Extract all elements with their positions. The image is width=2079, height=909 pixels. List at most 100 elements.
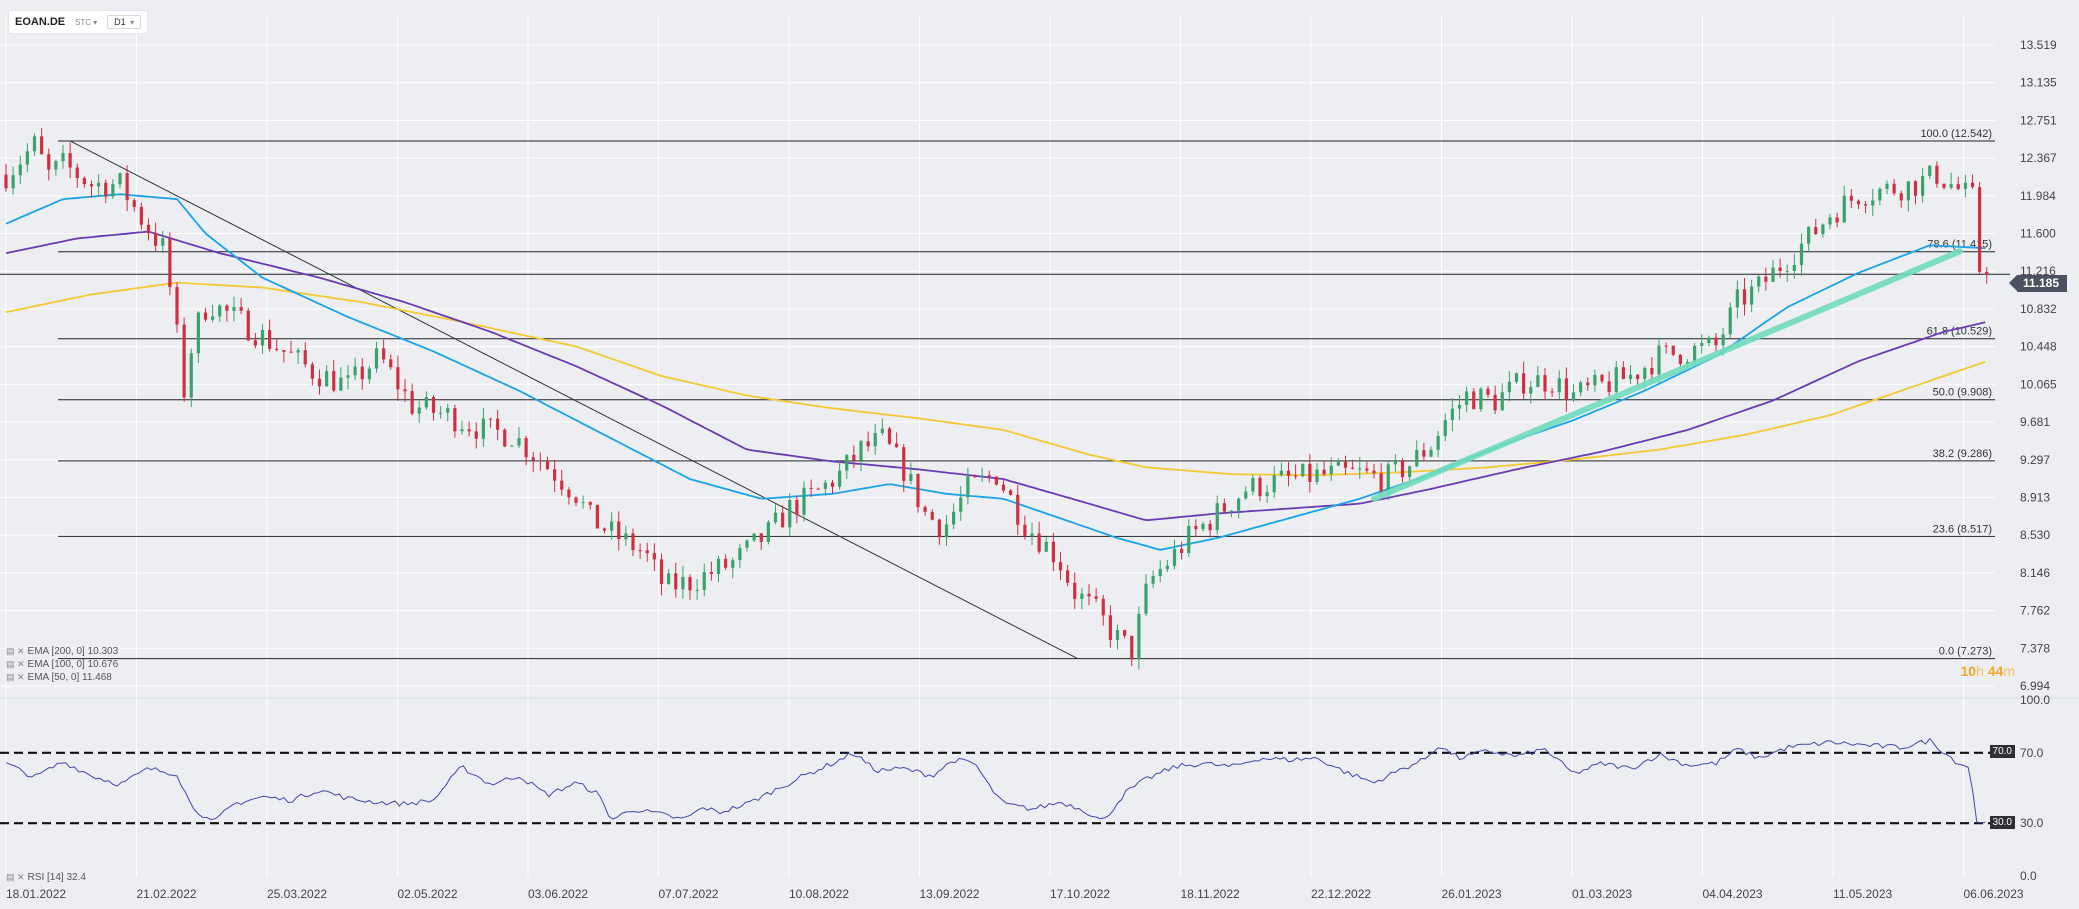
candle-body xyxy=(788,500,792,528)
candle-body xyxy=(1593,374,1597,386)
price-tick-label: 9.297 xyxy=(2020,453,2050,467)
candle-body xyxy=(1921,176,1925,196)
candle-body xyxy=(353,366,357,376)
candle-body xyxy=(1685,361,1690,364)
symbol-label[interactable]: EOAN.DE xyxy=(15,16,66,28)
candle-body xyxy=(738,547,742,561)
settings-icon[interactable]: ▤ ✕ xyxy=(6,672,25,682)
candle-body xyxy=(268,330,272,349)
candle-body xyxy=(232,307,236,311)
candle-body xyxy=(1792,264,1796,271)
chevron-down-icon: ▾ xyxy=(93,17,98,27)
indicator-legend-ema200[interactable]: ▤ ✕ EMA [200, 0] 10.303 xyxy=(6,646,118,657)
candle-body xyxy=(952,511,956,525)
candle-body xyxy=(61,153,65,162)
candle-body xyxy=(1429,449,1433,457)
candle-body xyxy=(1507,381,1511,393)
candle-body xyxy=(588,502,592,505)
candle-body xyxy=(1856,200,1861,205)
price-tick-label: 7.378 xyxy=(2020,641,2050,655)
downtrend-line xyxy=(69,140,1078,660)
candle-body xyxy=(303,350,307,365)
candle-body xyxy=(1237,498,1241,511)
candle-body xyxy=(218,305,222,317)
candle-body xyxy=(1472,391,1476,410)
candle-body xyxy=(32,136,37,152)
candle-body xyxy=(1913,181,1918,196)
candle-body xyxy=(966,476,970,498)
candle-body xyxy=(795,500,799,515)
date-tick-label: 22.12.2022 xyxy=(1311,887,1371,901)
candle-body xyxy=(132,200,136,207)
candle-body xyxy=(759,533,763,542)
candle-body xyxy=(1279,470,1283,476)
ema200-line xyxy=(5,281,1986,476)
candle-body xyxy=(1849,195,1853,201)
candle-body xyxy=(481,418,485,439)
candle-body xyxy=(716,558,721,575)
candle-body xyxy=(652,553,656,560)
candle-body xyxy=(1657,345,1661,375)
candle-body xyxy=(1172,548,1177,566)
candle-body xyxy=(1016,494,1020,525)
candle-body xyxy=(1728,307,1732,335)
candle-body xyxy=(1001,484,1006,491)
candle-body xyxy=(82,178,86,185)
price-tick-label: 10.448 xyxy=(2020,340,2057,354)
candle-body xyxy=(674,573,678,590)
candle-body xyxy=(1037,533,1041,552)
candle-body xyxy=(196,312,200,354)
candle-body xyxy=(688,577,692,591)
candle-body xyxy=(702,571,706,590)
timeframe-selector[interactable]: D1 ▾ xyxy=(107,15,142,29)
candle-body xyxy=(1764,276,1768,282)
candle-body xyxy=(1799,243,1804,265)
candle-body xyxy=(1671,345,1675,355)
indicator-legend-ema50[interactable]: ▤ ✕ EMA [50, 0] 11.468 xyxy=(6,672,112,683)
candle-body xyxy=(944,524,949,538)
candle-body xyxy=(1557,378,1561,393)
price-tick-label: 12.751 xyxy=(2020,113,2057,127)
exchange-label[interactable]: STC ▾ xyxy=(75,17,98,27)
price-tick-label: 9.681 xyxy=(2020,415,2050,429)
candle-body xyxy=(1479,388,1483,410)
date-tick-label: 18.01.2022 xyxy=(6,887,66,901)
candle-body xyxy=(1080,593,1084,599)
candle-body xyxy=(895,443,899,448)
settings-icon[interactable]: ▤ ✕ xyxy=(6,646,25,656)
candle-body xyxy=(602,528,607,531)
candle-body xyxy=(752,533,756,541)
candle-body xyxy=(1543,375,1547,392)
settings-icon[interactable]: ▤ ✕ xyxy=(6,872,25,882)
candle-body xyxy=(1906,181,1910,201)
candle-body xyxy=(638,550,642,552)
candle-body xyxy=(446,408,450,413)
rsi-tick-label: 30.0 xyxy=(2020,816,2044,830)
price-tick-label: 12.367 xyxy=(2020,151,2057,165)
candle-body xyxy=(1643,367,1647,379)
indicator-legend-ema100[interactable]: ▤ ✕ EMA [100, 0] 10.676 xyxy=(6,659,118,670)
candle-body xyxy=(709,571,713,575)
price-tick-label: 7.762 xyxy=(2020,604,2050,618)
settings-icon[interactable]: ▤ ✕ xyxy=(6,659,25,669)
candle-body xyxy=(1244,491,1248,499)
candle-body xyxy=(289,351,293,353)
candle-body xyxy=(887,428,892,444)
candle-body xyxy=(1885,183,1889,189)
candle-body xyxy=(1286,470,1291,476)
candle-body xyxy=(1222,503,1226,512)
candle-body xyxy=(1864,204,1868,206)
candle-body xyxy=(1229,510,1234,512)
indicator-legend-rsi[interactable]: ▤ ✕ RSI [14] 32.4 xyxy=(6,872,86,883)
date-tick-label: 06.06.2023 xyxy=(1964,887,2024,901)
candle-body xyxy=(1094,596,1098,599)
candle-body xyxy=(1970,182,1975,188)
candle-body xyxy=(1294,475,1298,477)
candle-body xyxy=(1165,565,1169,570)
candle-body xyxy=(239,307,243,311)
rsi-tick-label: 70.0 xyxy=(2020,746,2044,760)
candle-body xyxy=(695,589,699,591)
candle-body xyxy=(631,533,635,551)
candle-body xyxy=(781,512,785,528)
